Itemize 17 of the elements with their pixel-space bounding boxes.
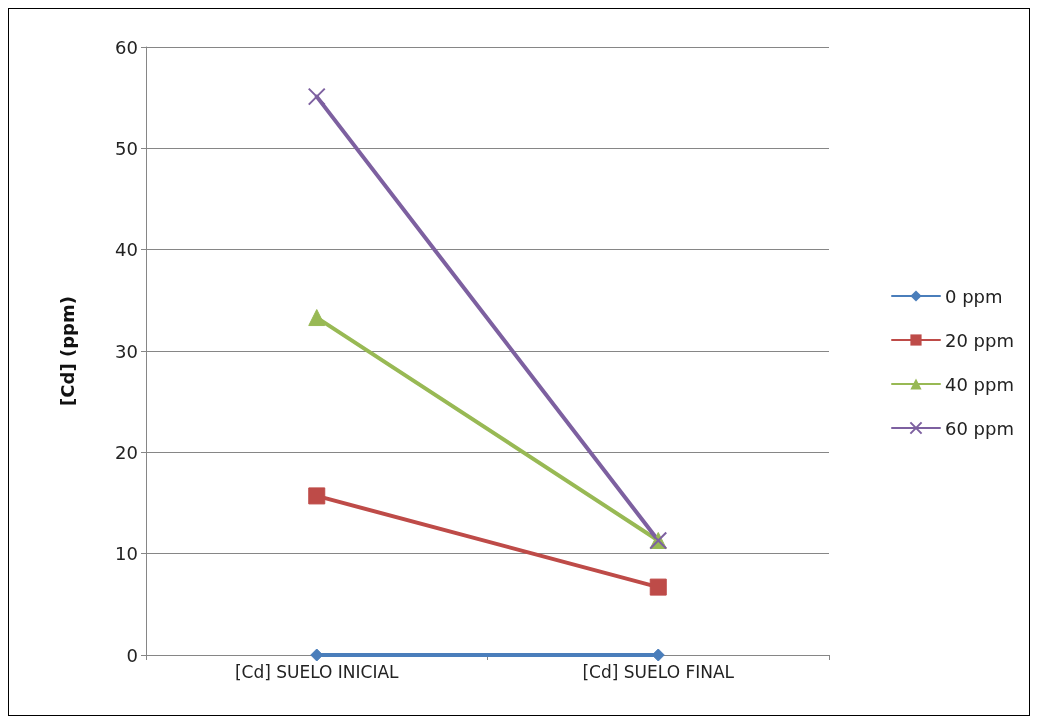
legend-label: 0 ppm	[944, 285, 1003, 307]
x-tick-label: [Cd] SUELO INICIAL	[234, 661, 400, 682]
point	[307, 87, 326, 106]
y-tick-label: 60	[115, 36, 138, 58]
y-tick-label: 50	[115, 137, 138, 159]
legend-label: 20 ppm	[944, 329, 1014, 351]
legend-label: 60 ppm	[944, 417, 1014, 439]
point	[308, 487, 326, 505]
y-tick-label: 40	[115, 239, 138, 261]
y-tick-label: 20	[115, 441, 138, 463]
y-axis-title: [Cd] (ppm)	[56, 296, 78, 406]
y-tick-label: 0	[126, 644, 138, 666]
legend-label: 40 ppm	[944, 373, 1014, 395]
y-tick-label: 30	[115, 340, 138, 362]
y-tick-label: 10	[115, 543, 138, 565]
x-tick-label: [Cd] SUELO FINAL	[582, 661, 735, 682]
point	[649, 578, 667, 596]
